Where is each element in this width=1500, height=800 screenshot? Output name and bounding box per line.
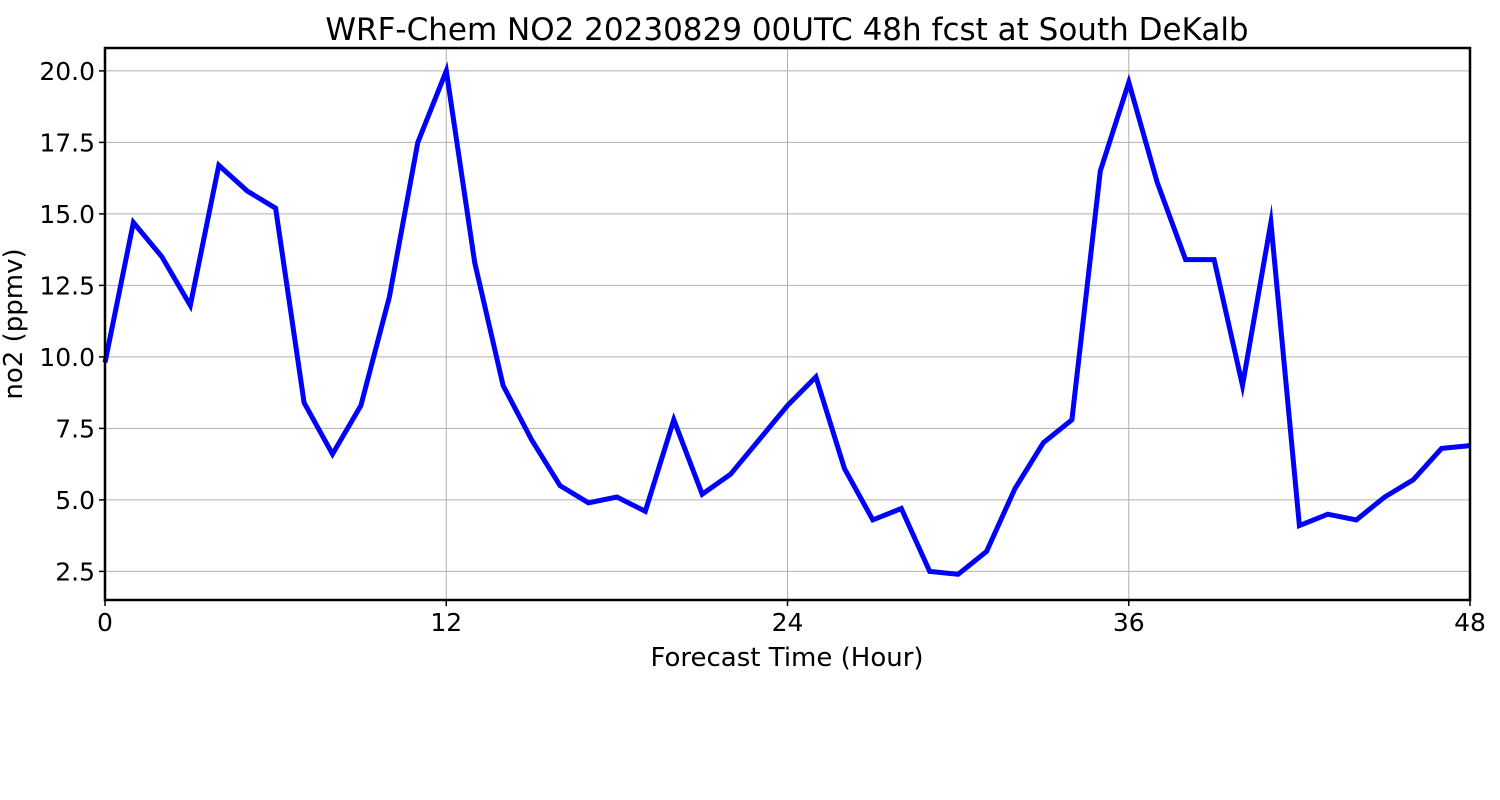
y-tick-label: 12.5 <box>39 271 95 300</box>
y-axis-label: no2 (ppmv) <box>0 248 29 399</box>
no2-series-line <box>102 61 1471 577</box>
y-tick-label: 7.5 <box>55 414 95 443</box>
x-tick-label: 0 <box>97 608 113 637</box>
x-axis-ticks: 0 12 24 36 48 <box>97 600 1486 637</box>
y-tick-label: 20.0 <box>39 57 95 86</box>
y-tick-label: 2.5 <box>55 557 95 586</box>
y-axis-ticks: 2.5 5.0 7.5 10.0 12.5 15.0 17.5 20.0 <box>39 57 105 586</box>
y-tick-label: 17.5 <box>39 128 95 157</box>
y-tick-label: 10.0 <box>39 343 95 372</box>
x-tick-label: 24 <box>772 608 804 637</box>
x-tick-label: 12 <box>430 608 462 637</box>
x-tick-label: 48 <box>1454 608 1486 637</box>
chart-title: WRF-Chem NO2 20230829 00UTC 48h fcst at … <box>325 12 1248 48</box>
x-tick-label: 36 <box>1113 608 1145 637</box>
x-axis-label: Forecast Time (Hour) <box>650 643 923 673</box>
y-tick-label: 15.0 <box>39 200 95 229</box>
y-tick-label: 5.0 <box>55 486 95 515</box>
grid-lines <box>104 48 1471 600</box>
series-layer <box>102 61 1471 577</box>
